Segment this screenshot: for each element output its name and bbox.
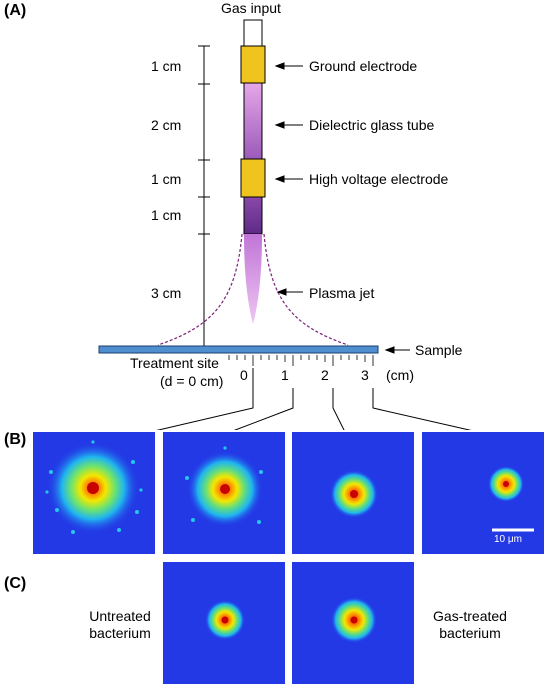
length-label-jet: 3 cm bbox=[151, 285, 182, 301]
micrograph-c-gas-treated bbox=[292, 562, 414, 684]
plasma-jet-schematic bbox=[98, 19, 472, 430]
dielectric-glass-tube bbox=[243, 81, 263, 161]
plasma-jet bbox=[244, 234, 262, 324]
connector-lines bbox=[156, 368, 472, 430]
ruler-tick-1: 1 bbox=[281, 367, 289, 383]
gas-treated-label-line1: Gas-treated bbox=[433, 608, 507, 624]
ruler-tick-2: 2 bbox=[321, 367, 329, 383]
gas-treated-label-line2: bacterium bbox=[439, 625, 501, 641]
length-label-lower: 1 cm bbox=[151, 207, 182, 223]
length-label-ground: 1 cm bbox=[151, 58, 182, 74]
micrograph-b-0cm bbox=[33, 432, 155, 554]
ground-electrode bbox=[240, 45, 266, 84]
ruler-tick-3: 3 bbox=[361, 367, 369, 383]
untreated-label: Untreated bacterium bbox=[80, 608, 160, 642]
micrograph-b-1cm bbox=[163, 432, 285, 554]
ruler-tick-0: 0 bbox=[240, 367, 248, 383]
ruler bbox=[228, 355, 374, 366]
treatment-site-label: Treatment site bbox=[130, 355, 219, 371]
gas-input-label: Gas input bbox=[221, 0, 281, 16]
ruler-unit: (cm) bbox=[386, 367, 414, 383]
length-label-glass: 2 cm bbox=[151, 117, 182, 133]
micrograph-c-untreated bbox=[163, 562, 285, 684]
sample-plate bbox=[98, 345, 379, 354]
length-label-hv: 1 cm bbox=[151, 171, 182, 187]
ground-electrode-label: Ground electrode bbox=[309, 58, 418, 74]
treatment-site-distance: (d = 0 cm) bbox=[160, 373, 224, 389]
dielectric-tube-label: Dielectric glass tube bbox=[309, 117, 435, 133]
scale-bar-label: 10 μm bbox=[494, 534, 522, 545]
plasma-jet-label: Plasma jet bbox=[309, 285, 375, 301]
panel-label-c: (C) bbox=[4, 575, 27, 592]
micrograph-b-2cm bbox=[292, 432, 414, 554]
plume-outline-right bbox=[263, 233, 349, 346]
high-voltage-electrode bbox=[240, 158, 266, 198]
sample-label: Sample bbox=[415, 342, 463, 358]
micrograph-b-3cm: 10 μm bbox=[422, 432, 544, 554]
lower-tube bbox=[243, 195, 263, 235]
hv-electrode-label: High voltage electrode bbox=[309, 171, 449, 187]
gas-inlet-tube bbox=[243, 19, 263, 47]
untreated-label-line1: Untreated bbox=[89, 608, 151, 624]
gas-treated-label: Gas-treated bacterium bbox=[420, 608, 520, 642]
panel-label-b: (B) bbox=[4, 431, 27, 448]
untreated-label-line2: bacterium bbox=[89, 625, 151, 641]
panel-label-a: (A) bbox=[4, 2, 27, 19]
plume-outline-left bbox=[157, 233, 243, 346]
